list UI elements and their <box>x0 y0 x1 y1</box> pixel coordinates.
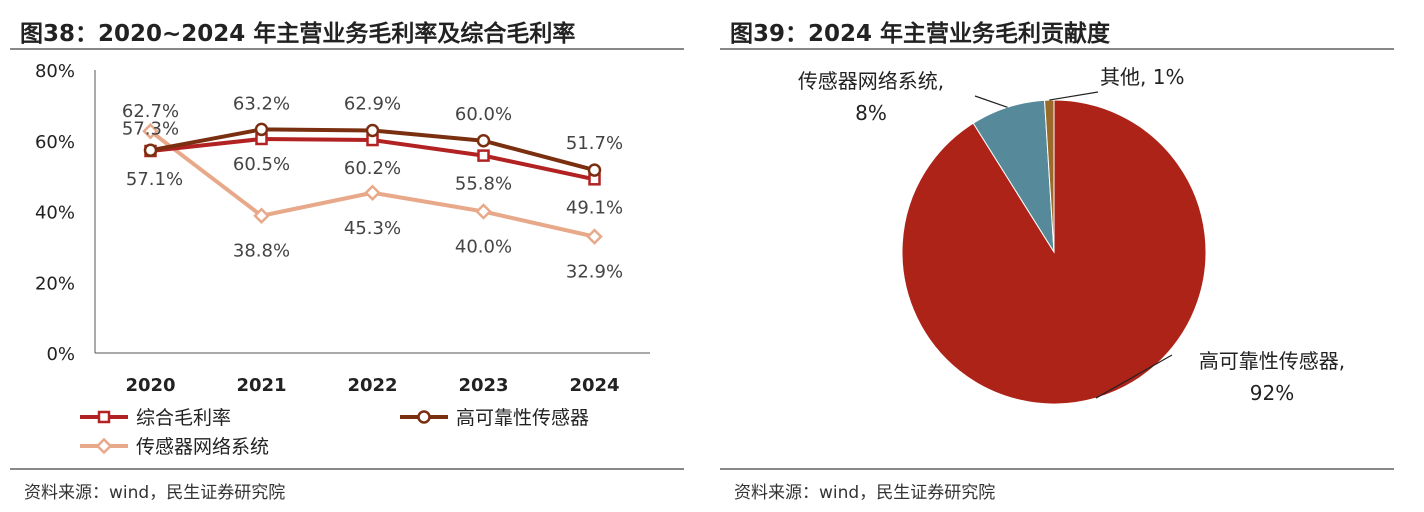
pie-leader-3 <box>1049 91 1099 101</box>
series-1-data-label: 49.1% <box>566 197 623 218</box>
series-2-legend-marker <box>417 410 431 424</box>
y-tick-label: 20% <box>35 273 75 294</box>
series-2-point <box>254 122 269 137</box>
right-source-divider <box>720 468 1394 470</box>
series-1-data-label: 60.5% <box>233 154 290 175</box>
series-1-legend-label: 综合毛利率 <box>136 407 231 429</box>
series-2-data-label: 63.2% <box>233 93 290 114</box>
right-source-note: 资料来源：wind，民生证券研究院 <box>734 483 996 503</box>
series-1-data-label: 55.8% <box>455 174 512 195</box>
series-2-point <box>365 123 380 138</box>
x-tick-label: 2024 <box>569 375 619 396</box>
series-1-data-label: 57.1% <box>126 169 183 190</box>
series-2-point <box>143 143 158 158</box>
x-tick-label: 2020 <box>125 375 175 396</box>
y-tick-label: 80% <box>35 61 75 82</box>
right-title-divider <box>720 48 1394 50</box>
left-title-divider <box>10 48 684 50</box>
pie-label-name-2: 传感器网络系统, <box>798 69 944 93</box>
right-chart-panel: 图39：2024 年主营业务毛利贡献度 高可靠性传感器, 92% 传感器网络系统, 8… <box>720 0 1394 512</box>
x-tick-label: 2023 <box>458 375 508 396</box>
line-chart: 0% 20% 40% 60% 80% 2020 2021 2022 2023 2024 57.1% 6… <box>35 61 650 458</box>
series-3-point <box>364 184 381 202</box>
series-3-point <box>253 207 270 225</box>
series-1-point <box>477 149 490 162</box>
series-3-legend-marker <box>95 437 113 455</box>
series-2-legend-label: 高可靠性传感器 <box>456 407 589 429</box>
series-3-data-label: 38.8% <box>233 241 290 262</box>
left-chart-panel: 图38：2020~2024 年主营业务毛利率及综合毛利率 0% 20% 40% 60%… <box>10 0 684 512</box>
left-chart-title: 图38：2020~2024 年主营业务毛利率及综合毛利率 <box>20 21 576 47</box>
series-3-data-label: 62.7% <box>122 101 179 122</box>
series-2-point <box>587 163 602 177</box>
y-tick-label: 60% <box>35 132 75 153</box>
series-3-point <box>586 228 603 245</box>
series-2-data-label: 51.7% <box>566 133 623 154</box>
series-3-legend-label: 传感器网络系统 <box>136 436 269 458</box>
pie-label-name-1: 高可靠性传感器, <box>1199 349 1345 373</box>
pie-label-value-1: 92% <box>1250 381 1294 405</box>
series-3-data-label: 40.0% <box>455 237 512 258</box>
series-3-point <box>142 122 159 140</box>
series-1-legend-marker <box>97 410 111 424</box>
series-1-data-label: 60.2% <box>344 158 401 179</box>
y-tick-label: 0% <box>46 344 75 365</box>
right-chart-title: 图39：2024 年主营业务毛利贡献度 <box>730 21 1111 47</box>
pie-slice-3 <box>1044 99 1055 253</box>
left-source-divider <box>10 468 684 470</box>
series-3-data-label: 45.3% <box>344 218 401 239</box>
series-3-point <box>475 203 492 220</box>
pie-chart: 高可靠性传感器, 92% 传感器网络系统, 8% 其他, 1% <box>798 65 1345 405</box>
series-2-point <box>476 134 491 148</box>
series-2-data-label: 57.3% <box>122 118 179 139</box>
series-3-data-label: 32.9% <box>566 262 623 283</box>
x-tick-label: 2022 <box>347 375 397 396</box>
series-2-data-label: 62.9% <box>344 93 401 114</box>
pie-leader-2 <box>974 95 1008 108</box>
series-2-data-label: 60.0% <box>455 104 512 125</box>
pie-leader-1 <box>1095 354 1173 399</box>
y-tick-label: 40% <box>35 203 75 224</box>
left-source-note: 资料来源：wind，民生证券研究院 <box>24 483 286 503</box>
x-tick-label: 2021 <box>236 375 286 396</box>
pie-label-value-2: 8% <box>855 101 887 125</box>
pie-label-3: 其他, 1% <box>1100 65 1184 89</box>
